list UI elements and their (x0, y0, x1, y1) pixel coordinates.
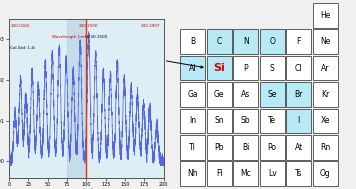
Text: Nh: Nh (188, 169, 198, 178)
Bar (313, 161, 337, 186)
Text: 230.1500: 230.1500 (79, 24, 98, 28)
Text: S: S (270, 64, 274, 73)
Text: 230.2907: 230.2907 (141, 24, 161, 28)
Text: Lv: Lv (268, 169, 277, 178)
Text: C: C (217, 37, 222, 46)
Text: Ge: Ge (214, 90, 225, 99)
Bar (126, 122, 143, 139)
Text: Ar: Ar (321, 64, 329, 73)
Bar (145, 50, 161, 67)
Text: Se: Se (267, 90, 277, 99)
Text: As: As (241, 90, 250, 99)
Text: Si: Si (214, 63, 225, 73)
Bar (145, 86, 161, 103)
Bar (233, 29, 258, 54)
Text: Cl: Cl (295, 64, 303, 73)
Text: At: At (294, 143, 303, 152)
Bar (286, 56, 311, 81)
Bar (260, 82, 285, 107)
Bar (207, 135, 232, 160)
Bar (313, 135, 337, 160)
Text: Ts: Ts (295, 169, 302, 178)
Text: Si230.1500: Si230.1500 (85, 35, 108, 39)
Bar (126, 32, 143, 49)
Bar (126, 68, 143, 85)
Bar (260, 135, 285, 160)
Text: O: O (269, 37, 275, 46)
Bar (286, 161, 311, 186)
Bar (313, 82, 337, 107)
Text: Ga: Ga (188, 90, 198, 99)
Bar (180, 82, 205, 107)
Bar (145, 140, 161, 157)
Bar (207, 108, 232, 133)
Bar (260, 56, 285, 81)
Bar (207, 161, 232, 186)
Text: Mc: Mc (240, 169, 251, 178)
Bar (313, 56, 337, 81)
Text: Pb: Pb (215, 143, 224, 152)
Bar (233, 108, 258, 133)
Bar (260, 29, 285, 54)
Bar (207, 29, 232, 54)
Bar (313, 3, 337, 28)
Bar (126, 50, 143, 67)
Text: F: F (297, 37, 301, 46)
Bar (313, 108, 337, 133)
Text: I: I (298, 116, 300, 125)
Bar (233, 161, 258, 186)
Text: Sn: Sn (214, 116, 224, 125)
Text: Al: Al (189, 64, 197, 73)
Text: Fl: Fl (216, 169, 222, 178)
Bar (180, 108, 205, 133)
Text: Te: Te (268, 116, 276, 125)
Text: Sb: Sb (241, 116, 251, 125)
Text: Po: Po (268, 143, 277, 152)
Text: He: He (320, 11, 330, 20)
Text: Bi: Bi (242, 143, 250, 152)
Text: N: N (243, 37, 248, 46)
Bar (207, 82, 232, 107)
Bar (233, 56, 258, 81)
Bar (145, 122, 161, 139)
Bar (180, 29, 205, 54)
Text: Ne: Ne (320, 37, 330, 46)
Bar (126, 86, 143, 103)
Text: P: P (244, 64, 248, 73)
Bar (286, 82, 311, 107)
Text: B: B (190, 37, 195, 46)
Bar (207, 56, 232, 81)
Bar (67, 19, 87, 178)
Bar (260, 108, 285, 133)
Bar (145, 104, 161, 121)
Text: Rn: Rn (320, 143, 330, 152)
X-axis label: pixel: pixel (80, 188, 93, 189)
Bar (126, 140, 143, 157)
Bar (260, 161, 285, 186)
Text: Br: Br (294, 90, 303, 99)
Bar (233, 82, 258, 107)
Text: Cal-Std: 1.4i: Cal-Std: 1.4i (10, 46, 35, 50)
Bar (180, 56, 205, 81)
Text: In: In (189, 116, 197, 125)
Bar (286, 29, 311, 54)
Bar (126, 104, 143, 121)
Text: 230.0160: 230.0160 (10, 24, 30, 28)
Text: Wavelength [nm]: Wavelength [nm] (52, 35, 88, 39)
Bar (286, 135, 311, 160)
Bar (233, 135, 258, 160)
Bar (313, 29, 337, 54)
Text: Xe: Xe (320, 116, 330, 125)
Text: Kr: Kr (321, 90, 329, 99)
Bar (180, 135, 205, 160)
Text: Og: Og (320, 169, 330, 178)
Bar (180, 161, 205, 186)
Bar (286, 108, 311, 133)
Text: Tl: Tl (189, 143, 196, 152)
Bar (145, 68, 161, 85)
